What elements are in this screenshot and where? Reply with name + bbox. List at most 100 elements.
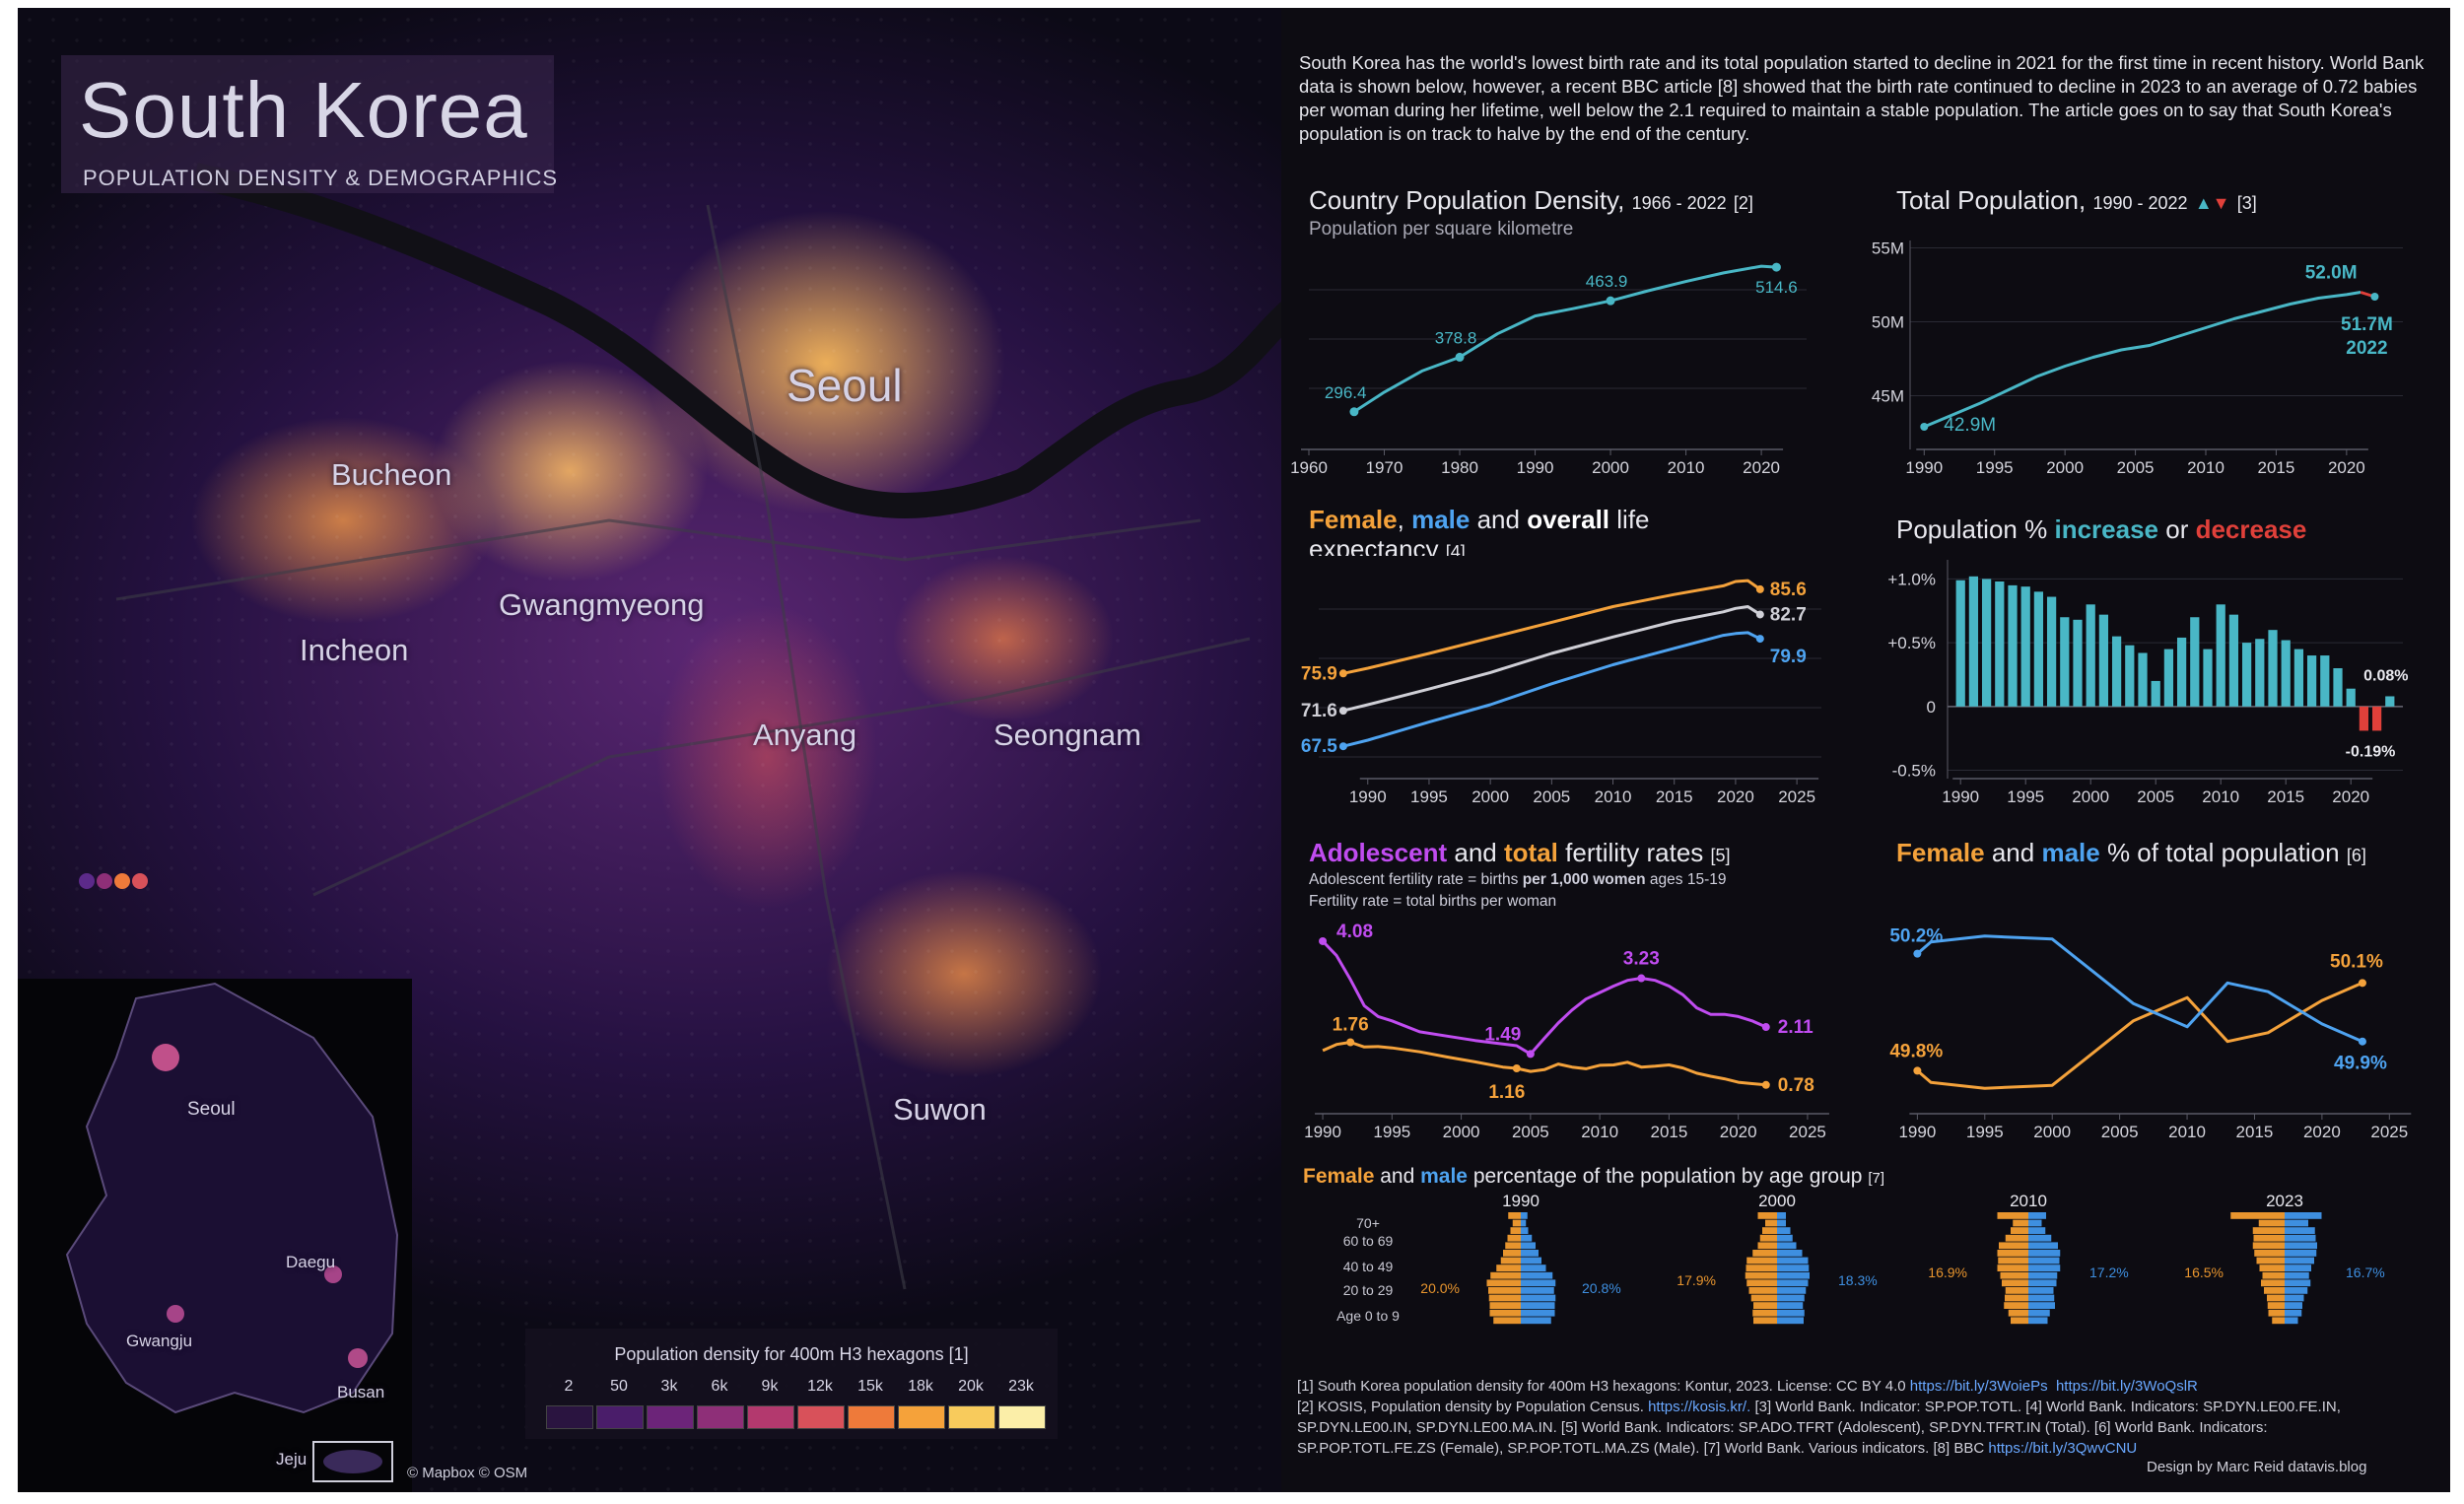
- fertility-title: Adolescent and total fertility rates [5]: [1309, 838, 1731, 867]
- growth-bar: [2046, 596, 2057, 707]
- pyramid-male-bar: [1521, 1287, 1554, 1294]
- life-point: [1338, 669, 1347, 678]
- pyramid-female-bar: [2267, 1294, 2285, 1302]
- pyramid-male-label: 17.2%: [2089, 1265, 2129, 1280]
- life-x-tick-label: 1995: [1410, 787, 1448, 806]
- source-link-2[interactable]: https://bit.ly/3WoQslR: [2055, 1378, 2198, 1395]
- growth-bar: [2098, 614, 2109, 707]
- pyramid-age-label: 60 to 69: [1343, 1233, 1394, 1249]
- life-end-label: 82.7: [1770, 604, 1807, 625]
- pyramid-female-bar: [1999, 1242, 2028, 1250]
- pyramid-male-bar: [1777, 1294, 1805, 1302]
- inset-map: Seoul Daegu Gwangju Busan Jeju: [18, 979, 412, 1492]
- pyramid-female-bar: [1490, 1271, 1521, 1279]
- source-line-2: [2] KOSIS, Population density by Populat…: [1297, 1399, 2341, 1415]
- pyramid-female-bar: [1997, 1265, 2028, 1271]
- growth-x-tick-label: 2020: [2332, 787, 2369, 806]
- growth-bar: [2268, 630, 2278, 707]
- growth-bar: [2060, 617, 2070, 707]
- life-end-label: 79.9: [1770, 647, 1807, 667]
- fert-value-label: 1.76: [1333, 1014, 1369, 1035]
- pyramid-male-bar: [2285, 1279, 2311, 1287]
- pyramid-male-bar: [2028, 1279, 2057, 1287]
- growth-y-tick-label: 0: [1927, 698, 1936, 717]
- growth-chart: +1.0% +0.5% 0 -0.5% 1990 1995 2000 2005 2010 2015…: [1887, 560, 2408, 806]
- legend-swatch: [596, 1405, 644, 1429]
- inset-label-busan: Busan: [337, 1383, 385, 1401]
- sex-line-female: [1916, 981, 2363, 1090]
- pyramid-female-bar: [2008, 1309, 2028, 1317]
- source-link-1[interactable]: https://bit.ly/3WoiePs: [1909, 1378, 2048, 1395]
- pyramid-male-bar: [2285, 1309, 2302, 1317]
- pyramid-female-bar: [2005, 1234, 2028, 1242]
- life-line-overall: [1342, 605, 1761, 713]
- density-x-tick-label: 2010: [1668, 458, 1705, 477]
- sex-value-label: 49.8%: [1889, 1041, 1943, 1061]
- density-value-label: 296.4: [1325, 383, 1367, 402]
- pyramid-female-bar: [1486, 1279, 1521, 1287]
- pyramid-female-bar: [2252, 1227, 2285, 1234]
- pyramid-female-bar: [2259, 1265, 2285, 1271]
- pyramid-male-bar: [2028, 1317, 2048, 1325]
- pyramid-female-bar: [1997, 1212, 2028, 1219]
- pyramid-female-bar: [2230, 1212, 2285, 1219]
- legend-swatch: [647, 1405, 694, 1429]
- map-credit: © Mapbox © OSM: [407, 1465, 528, 1481]
- pyramid-female-bar: [1500, 1257, 1521, 1265]
- source-link-bbc[interactable]: https://bit.ly/3QwvCNU: [1988, 1440, 2138, 1457]
- growth-bar: [1981, 579, 1992, 707]
- fert-point: [1512, 1064, 1521, 1072]
- growth-bar: [2190, 617, 2200, 707]
- density-chart: 1960 1970 1980 1990 2000 2010 2020 296.4 378.8 46…: [1290, 262, 1807, 477]
- legend-label: 15k: [857, 1378, 883, 1395]
- growth-bar: [2163, 649, 2174, 707]
- growth-x-tick-label: 1995: [2007, 787, 2044, 806]
- growth-x-tick-label: 2005: [2137, 787, 2174, 806]
- legend-swatch: [747, 1405, 794, 1429]
- growth-value-label: -0.19%: [2346, 743, 2396, 760]
- legend-label: 6k: [711, 1378, 728, 1395]
- pyramid-female-bar: [1752, 1309, 1777, 1317]
- population-point: [2370, 293, 2379, 301]
- fert-point: [1319, 936, 1328, 945]
- inset-label-gwangju: Gwangju: [126, 1332, 193, 1350]
- pyramid-male-bar: [1521, 1309, 1555, 1317]
- pyramid-male-bar: [1521, 1250, 1539, 1257]
- source-line-4: SP.POP.TOTL.FE.ZS (Female), SP.POP.TOTL.…: [1297, 1440, 2138, 1457]
- life-x-tick-label: 2000: [1472, 787, 1509, 806]
- source-link-kosis[interactable]: https://kosis.kr/.: [1648, 1399, 1751, 1415]
- pyramid-male-bar: [1777, 1309, 1805, 1317]
- population-title: Total Population, 1990 - 2022 ▲▼ [3]: [1896, 185, 2257, 215]
- pyramid-female-bar: [2272, 1317, 2285, 1325]
- han-river: [192, 163, 1308, 518]
- inset-label-seoul: Seoul: [187, 1099, 236, 1120]
- pyramid-year-label: 2000: [1758, 1195, 1796, 1210]
- growth-bar: [2151, 680, 2160, 707]
- growth-y-tick-label: +1.0%: [1887, 570, 1936, 588]
- legend-swatch: [848, 1405, 895, 1429]
- sex-share-title: Female and male % of total population [6…: [1896, 838, 2366, 867]
- pyramid-age-label: Age 0 to 9: [1336, 1308, 1400, 1324]
- legend-label: 12k: [807, 1378, 833, 1395]
- pyramid-female-bar: [1496, 1265, 1521, 1271]
- life-x-tick-label: 2015: [1656, 787, 1693, 806]
- pyramid-year-label: 2010: [2010, 1195, 2047, 1210]
- growth-bar: [2241, 643, 2252, 707]
- pyramid-male-bar: [1777, 1271, 1810, 1279]
- density-legend: Population density for 400m H3 hexagons …: [525, 1329, 1058, 1439]
- sex-x-tick-label: 1990: [1898, 1123, 1936, 1141]
- sex-point: [2358, 979, 2366, 988]
- pyramid-male-bar: [1521, 1219, 1527, 1227]
- pyramid-female-bar: [1505, 1242, 1521, 1250]
- growth-bar: [2306, 655, 2317, 707]
- pyramid-male-bar: [2028, 1294, 2055, 1302]
- density-value-label: 514.6: [1755, 278, 1798, 297]
- pyramid-female-bar: [1752, 1250, 1777, 1257]
- population-value-label: 2022: [2346, 338, 2387, 359]
- pyramid-male-label: 20.8%: [1582, 1280, 1621, 1296]
- growth-bar: [2033, 591, 2044, 707]
- legend-swatch: [998, 1405, 1046, 1429]
- pyramid-female-bar: [1512, 1219, 1521, 1227]
- legend-label: 50: [610, 1378, 628, 1395]
- pyramid-male-bar: [2028, 1227, 2046, 1234]
